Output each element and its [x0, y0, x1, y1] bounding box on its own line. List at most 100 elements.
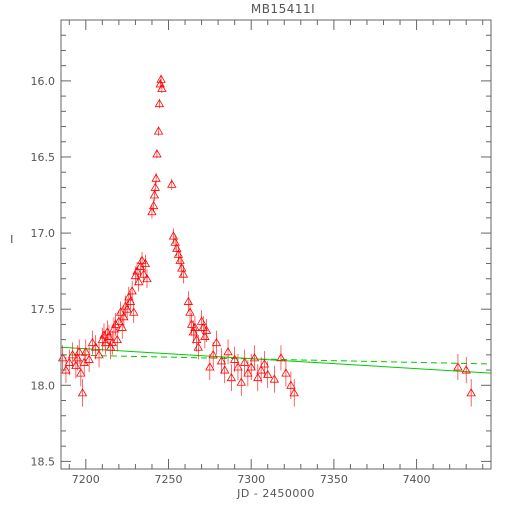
triangle-marker — [191, 334, 202, 344]
data-points — [57, 74, 476, 407]
data-point — [263, 361, 273, 388]
y-tick-label: 18.5 — [31, 455, 56, 468]
x-tick-label: 7400 — [403, 473, 431, 486]
triangle-marker — [79, 357, 89, 366]
data-point — [97, 327, 108, 352]
triangle-marker — [132, 266, 142, 275]
triangle-marker — [127, 286, 137, 295]
triangle-marker — [114, 316, 124, 325]
data-point — [129, 301, 139, 324]
triangle-marker — [157, 83, 167, 92]
triangle-marker — [130, 270, 141, 280]
triangle-marker — [177, 263, 187, 272]
data-point — [236, 368, 246, 396]
triangle-marker — [167, 179, 177, 188]
triangle-marker — [216, 356, 227, 365]
data-point — [149, 188, 160, 202]
triangle-marker — [151, 173, 161, 182]
data-point — [157, 83, 167, 94]
x-tick-label: 7300 — [237, 473, 265, 486]
data-point — [253, 364, 263, 392]
fit-lines — [60, 346, 492, 374]
data-point — [142, 269, 152, 289]
data-point — [154, 98, 165, 109]
triangle-marker — [142, 273, 152, 283]
x-tick-label: 7350 — [320, 473, 348, 486]
triangle-marker — [253, 372, 263, 382]
x-axis-title: JD - 2450000 — [236, 487, 315, 500]
triangle-marker — [77, 388, 88, 397]
triangle-marker — [105, 342, 116, 351]
y-tick-label: 16.5 — [31, 151, 56, 164]
data-point — [151, 172, 161, 184]
triangle-marker — [263, 369, 273, 379]
data-point — [196, 310, 207, 333]
triangle-marker — [153, 126, 164, 135]
triangle-marker — [229, 354, 240, 363]
data-point — [466, 379, 476, 407]
data-point — [109, 317, 119, 341]
data-point — [249, 345, 260, 371]
triangle-marker — [129, 307, 139, 316]
triangle-marker — [107, 337, 117, 347]
triangle-marker — [156, 74, 166, 83]
triangle-marker — [211, 337, 222, 347]
triangle-marker — [168, 231, 179, 240]
triangle-marker — [64, 357, 74, 366]
data-point — [191, 327, 202, 352]
triangle-marker — [112, 334, 122, 344]
triangle-marker — [185, 307, 195, 316]
triangle-marker — [233, 362, 243, 371]
data-point — [122, 298, 132, 320]
data-point — [134, 272, 144, 292]
triangle-marker — [466, 388, 476, 397]
data-point — [453, 354, 463, 380]
data-point — [152, 149, 162, 159]
data-point — [140, 254, 151, 273]
data-point — [276, 345, 286, 371]
triangle-marker — [190, 322, 200, 331]
triangle-marker — [81, 346, 91, 356]
data-point — [127, 280, 137, 301]
data-point — [147, 205, 157, 219]
chart-title: MB15411I — [251, 2, 315, 16]
triangle-marker — [150, 182, 160, 191]
data-point — [256, 356, 266, 384]
data-point — [185, 301, 195, 324]
triangle-marker — [135, 261, 146, 270]
data-point — [289, 379, 299, 407]
data-point — [105, 335, 116, 360]
triangle-marker — [117, 322, 127, 331]
data-point — [208, 342, 218, 368]
triangle-marker — [122, 304, 132, 313]
data-point — [91, 335, 101, 360]
triangle-marker — [269, 374, 280, 383]
data-point — [246, 354, 256, 380]
data-point — [281, 359, 291, 387]
data-point — [233, 354, 243, 380]
triangle-marker — [186, 319, 197, 328]
data-point — [81, 339, 91, 365]
triangle-marker — [259, 359, 270, 368]
x-tick-label: 7250 — [155, 473, 183, 486]
data-point — [87, 330, 98, 355]
data-point — [107, 330, 117, 355]
data-point — [72, 345, 83, 371]
triangle-marker — [84, 354, 94, 363]
triangle-marker — [154, 98, 165, 108]
triangle-marker — [223, 346, 233, 356]
data-point — [193, 335, 203, 360]
triangle-marker — [115, 307, 126, 316]
triangle-marker — [100, 337, 111, 347]
plot-frame — [60, 19, 492, 470]
data-point — [229, 346, 240, 373]
triangle-marker — [461, 365, 471, 374]
data-point — [94, 342, 104, 368]
triangle-marker — [453, 362, 463, 371]
data-point — [125, 291, 136, 312]
data-point — [148, 199, 159, 213]
triangle-marker — [173, 249, 184, 258]
triangle-marker — [208, 350, 218, 359]
data-point — [205, 354, 215, 380]
y-tick-label: 17.0 — [31, 227, 56, 240]
